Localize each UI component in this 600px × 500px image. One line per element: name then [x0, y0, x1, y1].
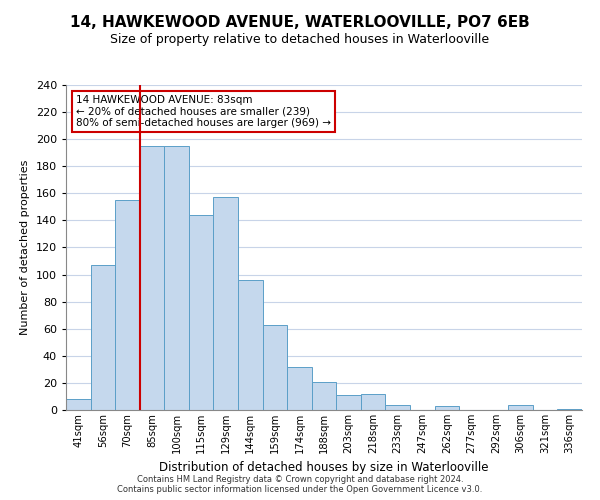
Bar — [66, 399, 91, 410]
Text: 14, HAWKEWOOD AVENUE, WATERLOOVILLE, PO7 6EB: 14, HAWKEWOOD AVENUE, WATERLOOVILLE, PO7… — [70, 15, 530, 30]
Text: Contains public sector information licensed under the Open Government Licence v3: Contains public sector information licen… — [118, 485, 482, 494]
Bar — [434, 406, 459, 410]
Bar — [336, 395, 361, 410]
Bar — [385, 404, 410, 410]
Bar — [557, 408, 582, 410]
Bar — [287, 366, 312, 410]
Bar — [508, 404, 533, 410]
Bar — [238, 280, 263, 410]
Bar — [189, 215, 214, 410]
Bar — [361, 394, 385, 410]
Bar — [214, 198, 238, 410]
Text: Contains HM Land Registry data © Crown copyright and database right 2024.: Contains HM Land Registry data © Crown c… — [137, 475, 463, 484]
Bar — [115, 200, 140, 410]
Bar — [312, 382, 336, 410]
Bar — [263, 324, 287, 410]
Y-axis label: Number of detached properties: Number of detached properties — [20, 160, 30, 335]
Bar — [140, 146, 164, 410]
Bar — [164, 146, 189, 410]
X-axis label: Distribution of detached houses by size in Waterlooville: Distribution of detached houses by size … — [159, 462, 489, 474]
Text: 14 HAWKEWOOD AVENUE: 83sqm
← 20% of detached houses are smaller (239)
80% of sem: 14 HAWKEWOOD AVENUE: 83sqm ← 20% of deta… — [76, 94, 331, 128]
Text: Size of property relative to detached houses in Waterlooville: Size of property relative to detached ho… — [110, 32, 490, 46]
Bar — [91, 265, 115, 410]
